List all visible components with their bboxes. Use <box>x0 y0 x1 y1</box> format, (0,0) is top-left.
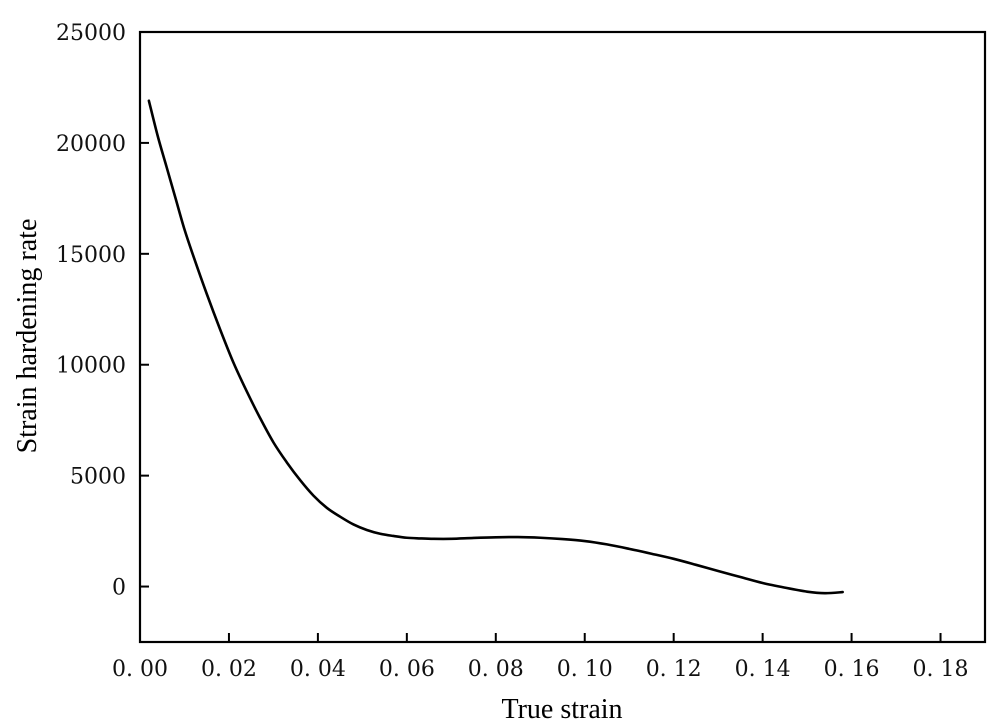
y-tick-label: 20000 <box>56 132 126 157</box>
x-tick-label: 0. 02 <box>201 657 257 682</box>
axis-ticks <box>139 31 942 642</box>
plot-frame <box>138 30 987 644</box>
y-tick-label: 15000 <box>56 243 126 268</box>
x-tick-label: 0. 14 <box>735 657 791 682</box>
y-tick-label: 0 <box>112 576 126 601</box>
x-axis-title: True strain <box>501 694 622 725</box>
x-tick-label: 0. 08 <box>468 657 524 682</box>
y-axis-title: Strain hardening rate <box>12 219 43 454</box>
plot-area <box>138 30 987 644</box>
x-tick-label: 0. 16 <box>824 657 880 682</box>
x-tick-label: 0. 06 <box>379 657 435 682</box>
x-tick-label: 0. 18 <box>913 657 969 682</box>
y-tick-label: 25000 <box>56 21 126 46</box>
x-tick-label: 0. 00 <box>112 657 168 682</box>
x-tick-label: 0. 04 <box>290 657 346 682</box>
x-tick-label: 0. 12 <box>646 657 702 682</box>
series-line-0 <box>147 99 844 595</box>
y-tick-label: 5000 <box>70 465 126 490</box>
tick-labels: 0. 00 0. 02 0. 04 0. 06 0. 08 0. 10 0. 12 0. 14… <box>56 21 969 682</box>
x-tick-label: 0. 10 <box>557 657 613 682</box>
y-tick-label: 10000 <box>56 354 126 379</box>
